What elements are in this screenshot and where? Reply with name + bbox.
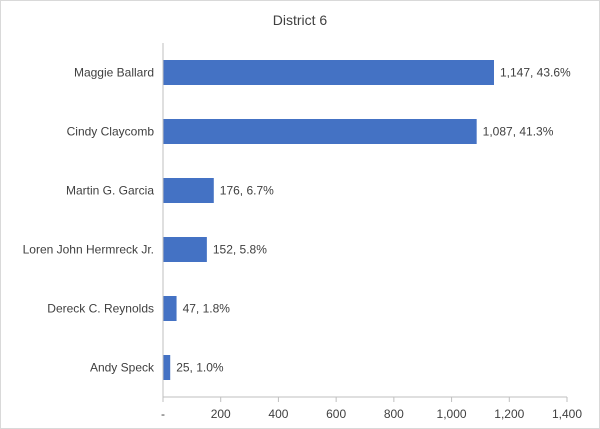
- data-label: 47, 1.8%: [183, 302, 231, 316]
- category-label: Andy Speck: [90, 361, 155, 375]
- x-tick-label: 800: [384, 407, 404, 421]
- bar-maggie-ballard: [163, 60, 494, 85]
- data-label: 25, 1.0%: [176, 361, 224, 375]
- x-tick-label: 200: [211, 407, 231, 421]
- bar-dereck-c-reynolds: [163, 296, 177, 321]
- category-label: Martin G. Garcia: [66, 184, 154, 198]
- bar-martin-g-garcia: [163, 178, 214, 203]
- labels-layer: Maggie Ballard 1,147, 43.6% Cindy Claycomb…: [23, 66, 571, 375]
- bars-layer: [163, 60, 494, 380]
- data-label: 176, 6.7%: [220, 184, 274, 198]
- bar-loren-john-hermreck-jr: [163, 237, 207, 262]
- x-tick-label: 400: [268, 407, 288, 421]
- x-tick-label: -: [161, 407, 165, 421]
- data-label: 152, 5.8%: [213, 243, 267, 257]
- data-label: 1,147, 43.6%: [500, 66, 571, 80]
- category-label: Loren John Hermreck Jr.: [23, 243, 154, 257]
- x-tick-label: 1,400: [552, 407, 582, 421]
- category-label: Maggie Ballard: [74, 66, 154, 80]
- category-label: Cindy Claycomb: [67, 125, 155, 139]
- chart-title: District 6: [273, 12, 328, 28]
- category-label: Dereck C. Reynolds: [47, 302, 154, 316]
- x-tick-label: 1,200: [494, 407, 524, 421]
- x-axis: - 200 400 600 800 1,000 1,200 1,400: [161, 43, 582, 421]
- data-label: 1,087, 41.3%: [483, 125, 554, 139]
- x-tick-label: 600: [326, 407, 346, 421]
- bar-cindy-claycomb: [163, 119, 477, 144]
- bar-andy-speck: [163, 355, 171, 380]
- x-tick-label: 1,000: [437, 407, 467, 421]
